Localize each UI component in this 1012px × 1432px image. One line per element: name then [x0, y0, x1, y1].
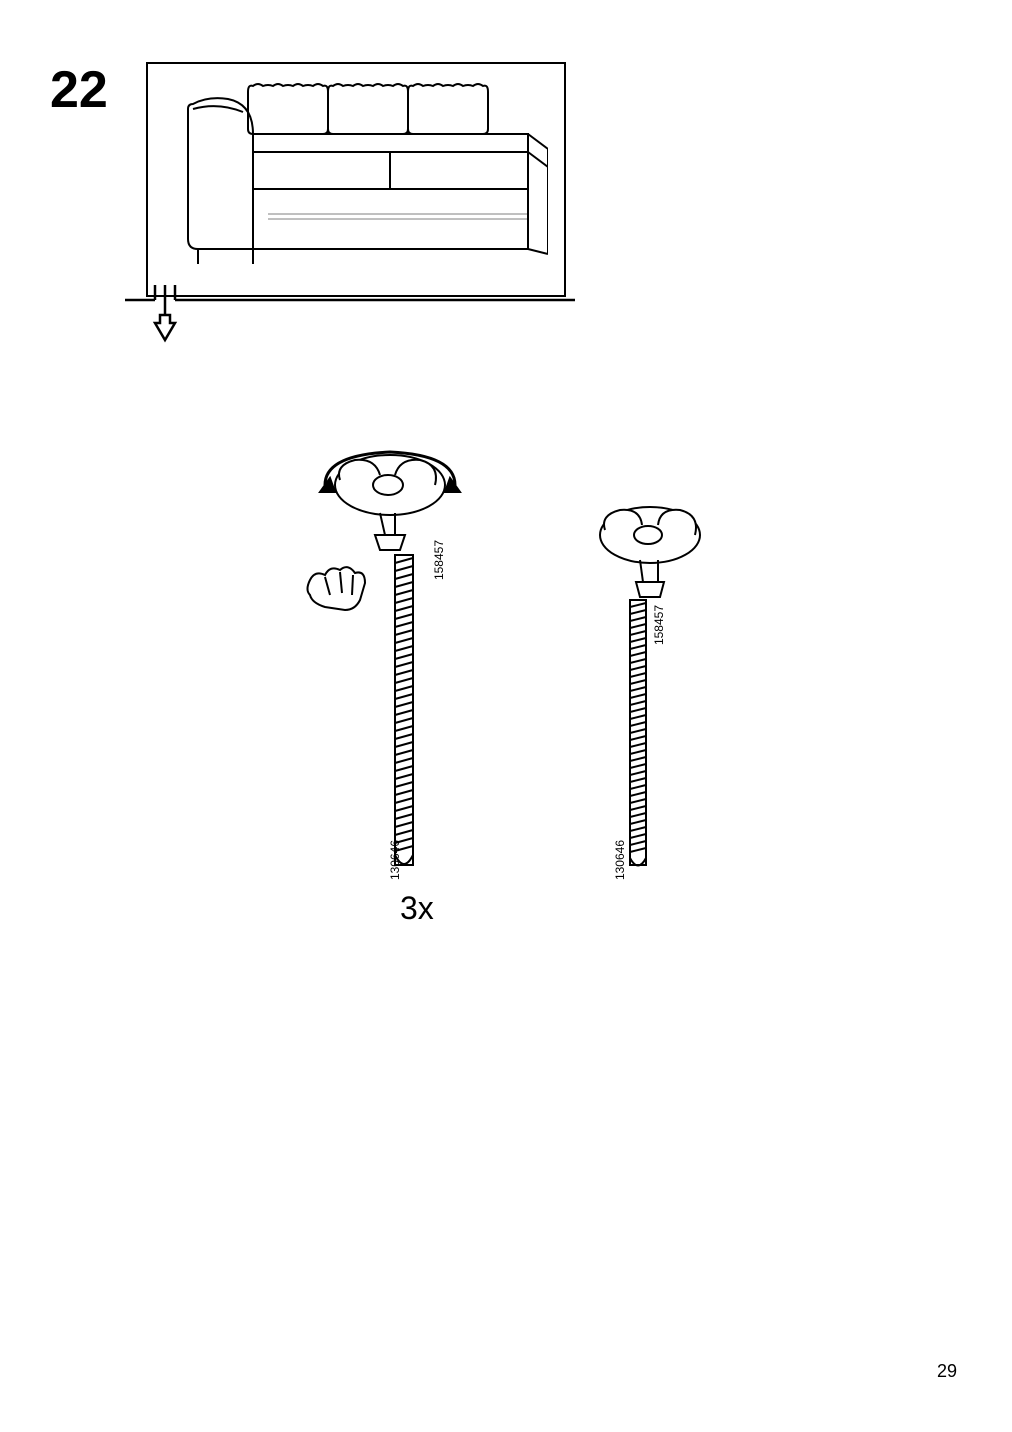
fastener-assembly-left: [280, 450, 500, 880]
step-number: 22: [50, 60, 108, 120]
wing-nut-part-label-left: 158457: [432, 540, 446, 580]
wing-nut-part-label-right: 158457: [652, 605, 666, 645]
sofa-illustration: [168, 74, 548, 284]
fastener-assembly-right: [570, 500, 730, 880]
sofa-diagram-box: [146, 62, 566, 297]
page-number: 29: [937, 1361, 957, 1382]
bolt-part-label-left: 130646: [388, 840, 402, 880]
connector-arrow: [120, 285, 580, 345]
bolt-part-label-right: 130646: [613, 840, 627, 880]
quantity-label: 3x: [400, 890, 434, 927]
